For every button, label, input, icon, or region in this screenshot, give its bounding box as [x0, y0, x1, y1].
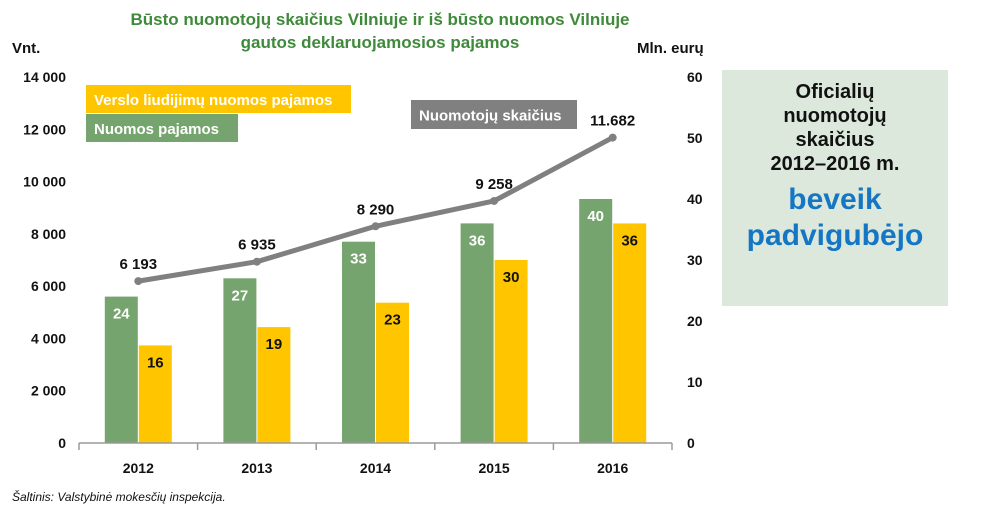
left-axis-tick-label: 0: [58, 435, 66, 451]
x-axis-tick-label: 2016: [597, 460, 628, 476]
bar-verslo-liudijimu: [376, 302, 409, 443]
bar-label-nuomos-pajamos: 40: [587, 208, 604, 225]
bar-nuomos-pajamos: [579, 199, 613, 443]
bar-nuomos-pajamos: [342, 241, 375, 443]
callout-line4: 2012–2016 m.: [770, 153, 900, 175]
source-note: Šaltinis: Valstybinė mokesčių inspekcija…: [12, 490, 226, 504]
chart-title-line2: gautos deklaruojamosios pajamos: [240, 33, 520, 52]
bar-label-verslo-liudijimu: 19: [266, 336, 283, 353]
bar-verslo-liudijimu: [138, 345, 172, 443]
left-axis-unit: Vnt.: [12, 40, 41, 57]
callout-line3: skaičius: [795, 129, 875, 151]
left-axis-tick-label: 4 000: [31, 330, 66, 346]
right-axis-tick-label: 50: [687, 130, 703, 146]
legend-nuomos-pajamos-label: Nuomos pajamos: [94, 121, 219, 138]
line-point-nuomotoju-skaicius: [608, 133, 617, 142]
bar-label-nuomos-pajamos: 24: [113, 306, 130, 323]
right-axis-tick-label: 60: [687, 69, 703, 85]
legend-nuomos-pajamos-swatch: [86, 114, 238, 142]
line-point-nuomotoju-skaicius: [371, 222, 380, 231]
line-point-nuomotoju-skaicius: [252, 257, 261, 266]
line-data-label: 6 193: [120, 256, 158, 273]
right-axis-tick-label: 40: [687, 191, 703, 207]
bar-verslo-liudijimu: [494, 260, 528, 443]
left-axis-tick-label: 10 000: [23, 174, 66, 190]
chart-title: Būsto nuomotojų skaičius Vilniuje ir iš …: [60, 8, 700, 54]
x-axis-tick-label: 2012: [123, 460, 154, 476]
right-axis-tick-label: 0: [687, 435, 695, 451]
bar-label-nuomos-pajamos: 36: [469, 232, 486, 249]
callout-line2: nuomotojų: [783, 105, 887, 127]
left-axis-tick-label: 6 000: [31, 278, 66, 294]
line-data-label: 6 935: [238, 237, 276, 254]
line-point-nuomotoju-skaicius: [134, 277, 143, 286]
line-data-label: 8 290: [357, 201, 395, 218]
line-point-nuomotoju-skaicius: [490, 196, 499, 205]
legend-verslo-liudijimu-label: Verslo liudijimų nuomos pajamos: [94, 92, 332, 109]
line-data-label: 11.682: [590, 113, 635, 130]
line-data-label: 9 258: [475, 176, 513, 193]
legend-verslo-liudijimu-swatch: [86, 85, 351, 113]
bar-label-nuomos-pajamos: 27: [232, 287, 249, 304]
right-axis-tick-label: 20: [687, 313, 703, 329]
bar-label-verslo-liudijimu: 16: [147, 354, 164, 371]
bar-nuomos-pajamos: [460, 223, 494, 443]
bar-label-verslo-liudijimu: 30: [503, 269, 520, 286]
chart-title-line1: Būsto nuomotojų skaičius Vilniuje ir iš …: [130, 10, 630, 29]
left-axis-tick-label: 12 000: [23, 121, 66, 137]
bar-label-verslo-liudijimu: 36: [621, 232, 638, 249]
callout-accent1: beveik: [788, 183, 882, 216]
left-axis-tick-label: 8 000: [31, 226, 66, 242]
x-axis-tick-label: 2014: [360, 460, 391, 476]
legend-nuomotoju-skaicius-swatch: [411, 100, 577, 129]
callout-accent2: padvigubėjo: [746, 219, 924, 252]
right-axis-tick-label: 10: [687, 374, 703, 390]
x-axis-tick-label: 2013: [241, 460, 272, 476]
x-axis-tick-label: 2015: [479, 460, 510, 476]
bar-nuomos-pajamos: [223, 278, 257, 443]
bar-label-verslo-liudijimu: 23: [384, 312, 401, 329]
bar-label-nuomos-pajamos: 33: [350, 251, 367, 268]
right-axis-unit: Mln. eurų: [637, 40, 704, 57]
bar-verslo-liudijimu: [257, 327, 291, 443]
bar-verslo-liudijimu: [613, 223, 647, 443]
left-axis-tick-label: 2 000: [31, 383, 66, 399]
right-axis-tick-label: 30: [687, 252, 703, 268]
legend-nuomotoju-skaicius-label: Nuomotojų skaičius: [419, 108, 562, 125]
bar-nuomos-pajamos: [104, 296, 138, 443]
callout-line1: Oficialių: [795, 81, 875, 103]
callout-box: Oficialių nuomotojų skaičius 2012–2016 m…: [722, 70, 948, 306]
left-axis-tick-label: 14 000: [23, 69, 66, 85]
